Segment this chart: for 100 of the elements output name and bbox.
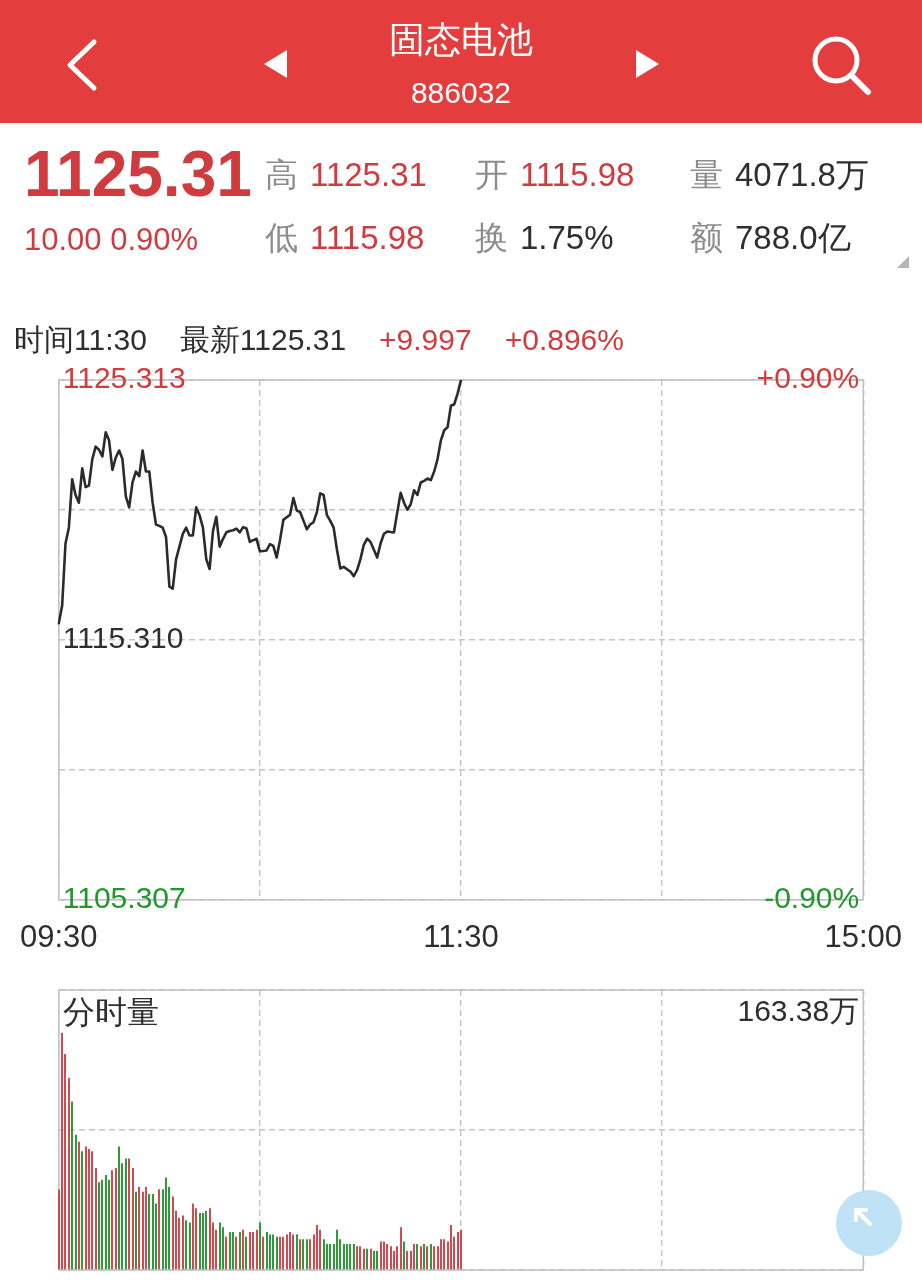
bar <box>269 1234 271 1270</box>
bar <box>105 1175 107 1270</box>
text: 换 1.75% <box>475 219 614 256</box>
bar <box>292 1234 294 1270</box>
bar <box>296 1234 298 1270</box>
bar <box>222 1227 224 1270</box>
text: 开 1115.98 <box>475 156 635 193</box>
text: 886032 <box>409 75 513 111</box>
text: 额 788.0亿 <box>690 219 851 256</box>
bar <box>272 1234 274 1270</box>
bar <box>450 1224 452 1270</box>
bar <box>443 1239 445 1270</box>
bar <box>266 1232 268 1270</box>
bar <box>406 1251 408 1270</box>
x-tick-label: 09:30 <box>20 918 98 954</box>
bar <box>289 1232 291 1270</box>
bar <box>189 1222 191 1270</box>
bar <box>245 1236 247 1270</box>
bar <box>192 1203 194 1270</box>
text: 10.00 0.90% <box>24 221 199 259</box>
bar <box>118 1146 120 1270</box>
bar <box>390 1246 392 1270</box>
bar <box>108 1179 110 1270</box>
bar <box>91 1151 93 1270</box>
bar <box>202 1213 204 1270</box>
bar <box>172 1196 174 1270</box>
bar <box>132 1167 134 1270</box>
bar <box>326 1243 328 1270</box>
bar <box>359 1246 361 1270</box>
bar <box>165 1177 167 1270</box>
bar <box>185 1220 187 1270</box>
bar <box>205 1210 207 1270</box>
bar <box>259 1222 261 1270</box>
bar <box>386 1243 388 1270</box>
bar <box>336 1229 338 1270</box>
text: 最新1125.31 <box>179 322 347 358</box>
bar <box>252 1232 254 1270</box>
y2-tick-label: +0.90% <box>756 361 860 395</box>
bar <box>88 1148 90 1270</box>
bar <box>68 1077 70 1270</box>
bar <box>376 1251 378 1270</box>
bar <box>85 1146 87 1270</box>
bar <box>135 1191 137 1270</box>
bar <box>115 1167 117 1270</box>
text: 固态电池 <box>388 18 534 62</box>
text: 1125.31 <box>24 138 252 210</box>
y-tick-label: 1125.313 <box>62 361 186 395</box>
bar <box>349 1243 351 1270</box>
bar <box>71 1101 73 1270</box>
y2-tick-label: -0.90% <box>764 881 860 915</box>
bar <box>101 1179 103 1270</box>
bar <box>457 1232 459 1270</box>
bar <box>232 1232 234 1270</box>
bar <box>400 1227 402 1270</box>
bar <box>195 1208 197 1270</box>
text: 量 4071.8万 <box>690 156 869 193</box>
bar <box>138 1186 140 1270</box>
bar <box>81 1151 83 1270</box>
bar <box>282 1236 284 1270</box>
bar <box>383 1241 385 1270</box>
bar <box>319 1229 321 1270</box>
bar <box>158 1189 160 1270</box>
text: +0.896% <box>504 322 624 358</box>
bar <box>229 1232 231 1270</box>
chart-title: 分时量 <box>62 993 159 1030</box>
bar <box>142 1191 144 1270</box>
y-tick-label: 1105.307 <box>62 881 186 915</box>
bar <box>380 1241 382 1270</box>
bar <box>286 1234 288 1270</box>
bar <box>98 1182 100 1270</box>
bar <box>262 1236 264 1270</box>
text: 时间11:30 <box>14 322 147 358</box>
bar <box>61 1032 63 1270</box>
text: 163.38万 <box>737 994 860 1028</box>
bar <box>256 1229 258 1270</box>
bar <box>346 1243 348 1270</box>
bar <box>75 1134 77 1270</box>
bar <box>148 1194 150 1270</box>
bar <box>111 1170 113 1270</box>
bar <box>316 1224 318 1270</box>
bar <box>78 1141 80 1270</box>
x-tick-label: 15:00 <box>824 918 902 954</box>
bar <box>343 1243 345 1270</box>
x-tick-label: 11:30 <box>423 918 499 954</box>
text: 低 1115.98 <box>265 219 425 256</box>
text: 高 1125.31 <box>265 156 427 193</box>
y-tick-label: 1115.310 <box>62 621 184 655</box>
bar <box>219 1222 221 1270</box>
bar <box>460 1229 462 1270</box>
bar <box>152 1194 154 1270</box>
bar <box>329 1243 331 1270</box>
bar <box>225 1236 227 1270</box>
text: +9.997 <box>379 322 472 358</box>
bar <box>182 1215 184 1270</box>
bar <box>323 1239 325 1270</box>
bar <box>145 1186 147 1270</box>
bar <box>235 1236 237 1270</box>
bar <box>403 1241 405 1270</box>
bar <box>95 1167 97 1270</box>
bar <box>396 1246 398 1270</box>
